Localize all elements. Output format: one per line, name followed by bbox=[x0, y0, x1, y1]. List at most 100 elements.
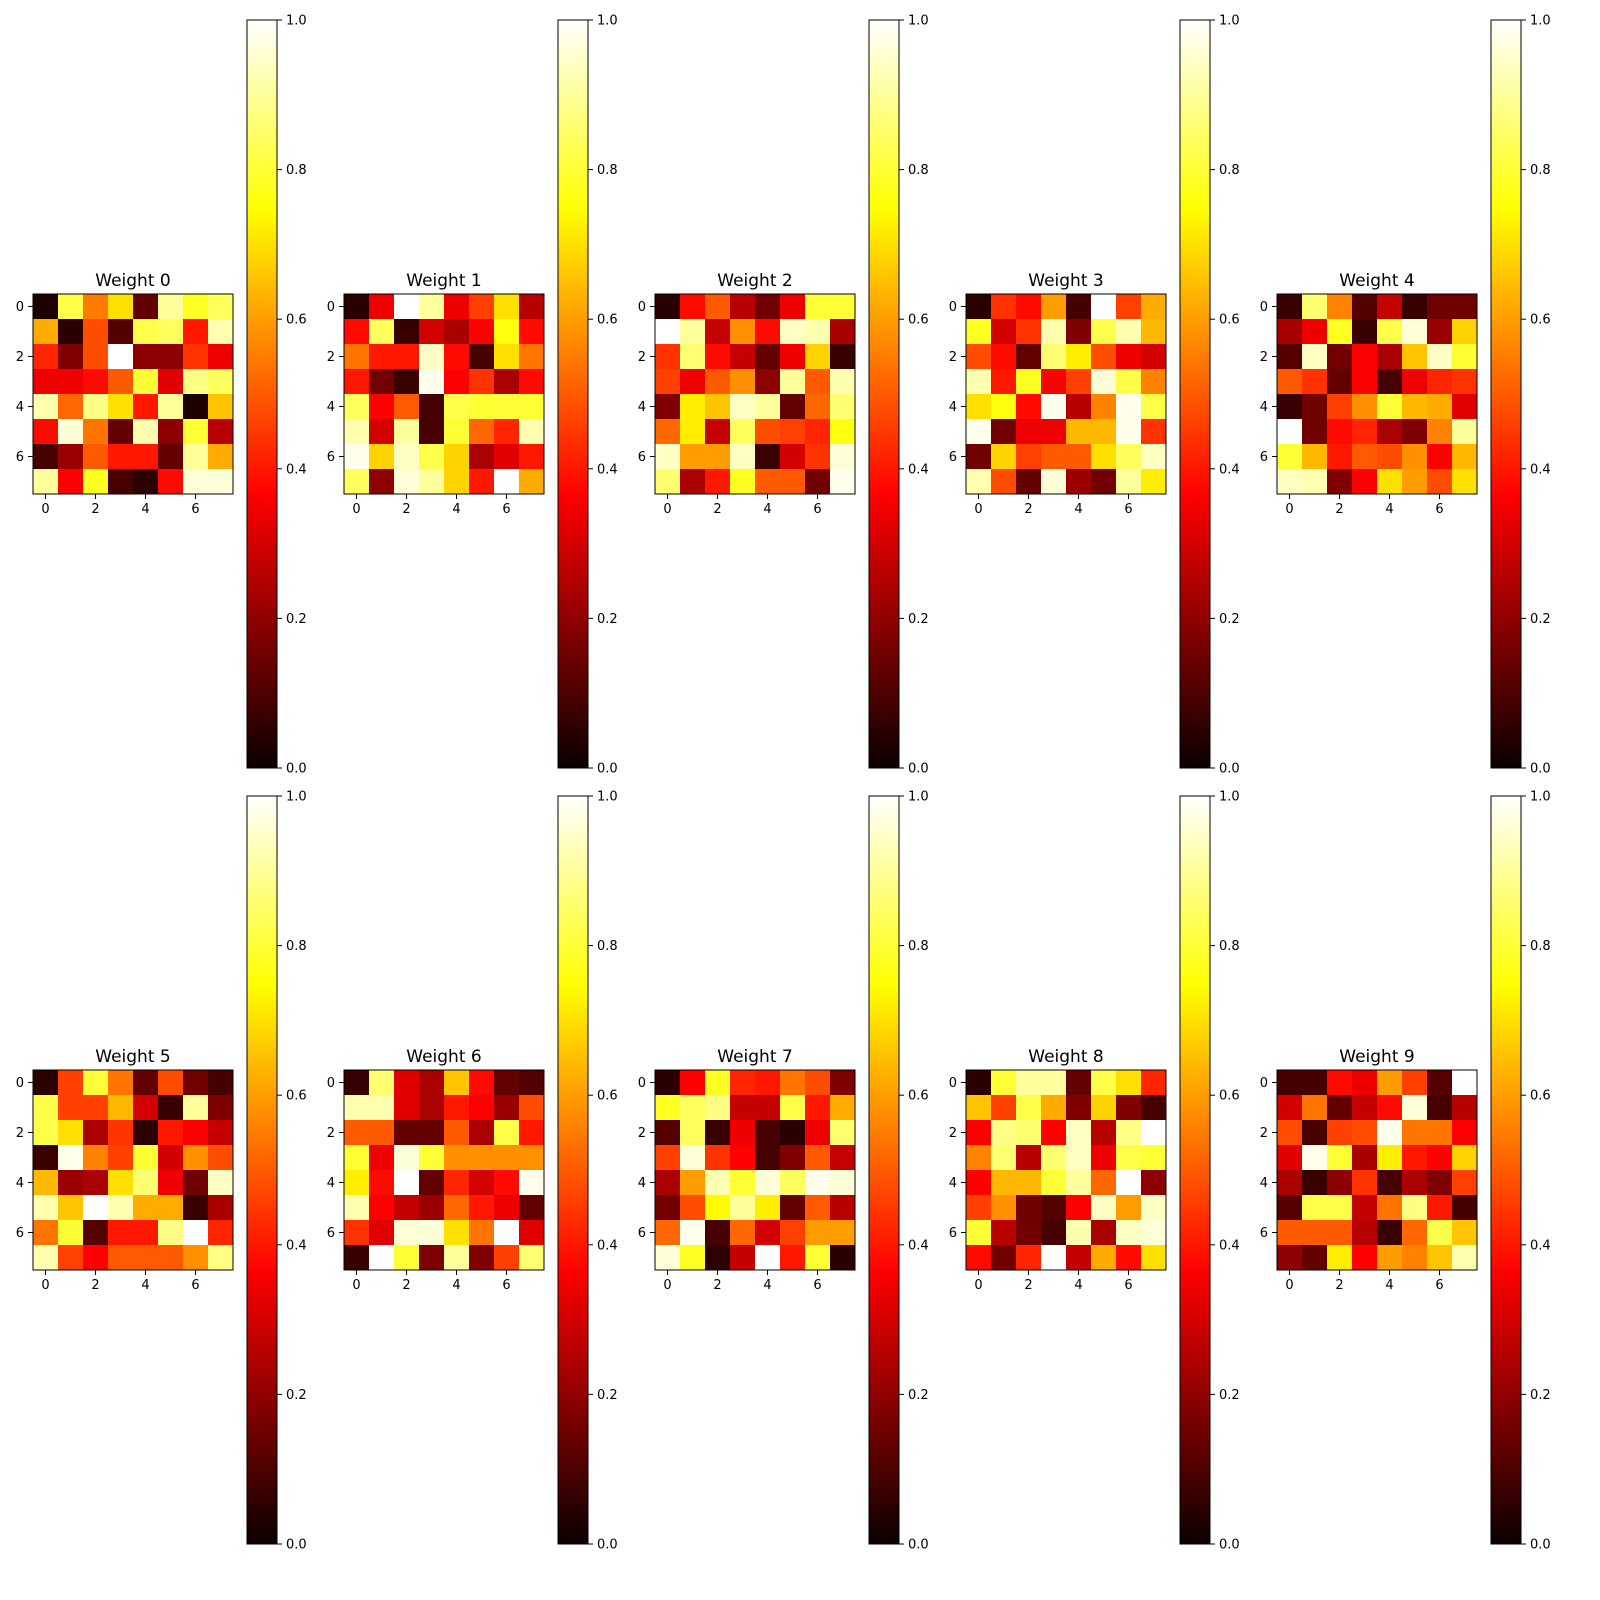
heatmap-cell bbox=[208, 419, 234, 445]
y-tick-label: 6 bbox=[949, 450, 957, 465]
heatmap-cell bbox=[1327, 444, 1353, 470]
heatmap-cell bbox=[991, 344, 1017, 370]
colorbar bbox=[1490, 795, 1522, 1545]
heatmap-cell bbox=[133, 1220, 159, 1246]
heatmap-cell bbox=[58, 394, 84, 420]
colorbar-tick-label: 0.0 bbox=[1219, 762, 1240, 777]
heatmap-cell bbox=[655, 344, 681, 370]
heatmap-cell bbox=[33, 419, 59, 445]
heatmap-cell bbox=[780, 369, 806, 395]
heatmap-cell bbox=[1141, 1220, 1167, 1246]
heatmap-cell bbox=[83, 1220, 109, 1246]
heatmap-cell bbox=[966, 369, 992, 395]
heatmap-cell bbox=[1016, 1170, 1042, 1196]
heatmap-cell bbox=[183, 1220, 209, 1246]
heatmap-cell bbox=[655, 1170, 681, 1196]
colorbar-tick-label: 1.0 bbox=[1530, 790, 1551, 805]
heatmap-cell bbox=[730, 1095, 756, 1121]
heatmap-cell bbox=[730, 1070, 756, 1096]
colorbar-tick-label: 0.4 bbox=[1530, 462, 1551, 477]
heatmap-cell bbox=[58, 1245, 84, 1271]
heatmap-cell bbox=[469, 1170, 495, 1196]
heatmap-cell bbox=[1041, 419, 1067, 445]
heatmap-cell bbox=[369, 369, 395, 395]
colorbar-tick-label: 0.8 bbox=[908, 163, 929, 178]
y-tick-label: 4 bbox=[638, 400, 646, 415]
y-tick-label: 2 bbox=[949, 1126, 957, 1141]
heatmap-cell bbox=[1427, 1120, 1453, 1146]
heatmap-cell bbox=[1352, 1095, 1378, 1121]
heatmap-cell bbox=[1091, 1245, 1117, 1271]
heatmap-cell bbox=[1091, 1220, 1117, 1246]
heatmap-cell bbox=[1091, 1195, 1117, 1221]
heatmap-cell bbox=[680, 394, 706, 420]
heatmap-cell bbox=[183, 1145, 209, 1171]
heatmap-cell bbox=[494, 419, 520, 445]
heatmap-cell bbox=[494, 394, 520, 420]
heatmap-cell bbox=[344, 344, 370, 370]
heatmap-cell bbox=[730, 1120, 756, 1146]
heatmap-cell bbox=[1327, 1170, 1353, 1196]
heatmap-cell bbox=[1066, 369, 1092, 395]
heatmap-cell bbox=[1141, 419, 1167, 445]
heatmap-cell bbox=[1091, 1070, 1117, 1096]
heatmap-cell bbox=[991, 1170, 1017, 1196]
heatmap-cell bbox=[1452, 1095, 1478, 1121]
heatmap-cell bbox=[655, 444, 681, 470]
heatmap-cell bbox=[1116, 1095, 1142, 1121]
colorbar-tick-label: 0.2 bbox=[1530, 1388, 1551, 1403]
heatmap-cell bbox=[1302, 369, 1328, 395]
heatmap-cell bbox=[1377, 419, 1403, 445]
heatmap-cell bbox=[966, 319, 992, 345]
heatmap-cell bbox=[1327, 294, 1353, 320]
heatmap-cell bbox=[419, 444, 445, 470]
x-tick-label: 6 bbox=[502, 502, 510, 517]
heatmap-cell bbox=[1352, 369, 1378, 395]
heatmap-cell bbox=[1302, 394, 1328, 420]
heatmap-cell bbox=[519, 1170, 545, 1196]
heatmap-cell bbox=[58, 1220, 84, 1246]
heatmap-cell bbox=[208, 1070, 234, 1096]
heatmap-cell bbox=[469, 319, 495, 345]
heatmap-cell bbox=[83, 369, 109, 395]
heatmap-cell bbox=[991, 469, 1017, 495]
heatmap-cell bbox=[369, 1070, 395, 1096]
heatmap-cell bbox=[1377, 1095, 1403, 1121]
heatmap-cell bbox=[1302, 1120, 1328, 1146]
heatmap-cell bbox=[58, 1070, 84, 1096]
colorbar-tick-label: 1.0 bbox=[597, 790, 618, 805]
heatmap-cell bbox=[680, 1070, 706, 1096]
heatmap-cell bbox=[1427, 369, 1453, 395]
colorbar bbox=[246, 19, 278, 769]
heatmap-cell bbox=[208, 394, 234, 420]
heatmap-cell bbox=[344, 1220, 370, 1246]
heatmap-cell bbox=[705, 1195, 731, 1221]
colorbar-tick-label: 0.2 bbox=[286, 612, 307, 627]
heatmap-cell bbox=[1141, 1170, 1167, 1196]
heatmap-cell bbox=[58, 294, 84, 320]
x-tick-label: 4 bbox=[141, 502, 149, 517]
y-tick-label: 0 bbox=[949, 1076, 957, 1091]
heatmap-cell bbox=[1041, 1195, 1067, 1221]
heatmap-cell bbox=[108, 294, 134, 320]
colorbar-tick-label: 0.0 bbox=[1219, 1538, 1240, 1553]
heatmap-cell bbox=[1327, 1195, 1353, 1221]
heatmap-cell bbox=[755, 1145, 781, 1171]
heatmap-cell bbox=[158, 444, 184, 470]
colorbar-tick-label: 0.6 bbox=[1219, 313, 1240, 328]
colorbar-tick-label: 0.8 bbox=[1530, 163, 1551, 178]
y-tick-label: 0 bbox=[16, 1076, 24, 1091]
heatmap-cell bbox=[133, 394, 159, 420]
heatmap-panel: Weight 0 0 2 4 6 0 2 4 6 0.0 0.2 0.4 0.6 0.8 1.0 bbox=[16, 14, 307, 777]
heatmap-cell bbox=[1452, 444, 1478, 470]
colorbar-tick-label: 1.0 bbox=[908, 14, 929, 29]
heatmap-cell bbox=[208, 319, 234, 345]
heatmap-cell bbox=[1016, 1120, 1042, 1146]
heatmap-cell bbox=[1277, 1195, 1303, 1221]
heatmap-cell bbox=[1377, 1195, 1403, 1221]
heatmap-cell bbox=[1352, 469, 1378, 495]
heatmap-cell bbox=[655, 394, 681, 420]
colorbar-tick-label: 0.6 bbox=[908, 1089, 929, 1104]
heatmap-cell bbox=[966, 394, 992, 420]
colorbar-tick-label: 0.0 bbox=[908, 762, 929, 777]
